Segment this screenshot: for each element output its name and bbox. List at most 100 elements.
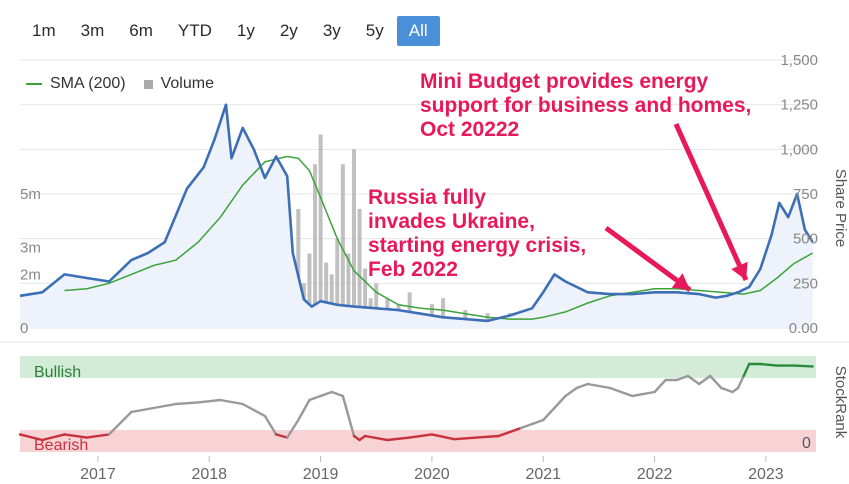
stockrank-segment	[263, 414, 278, 436]
stockrank-segment	[363, 434, 389, 442]
volume-bar	[357, 208, 362, 328]
stockrank-segment	[386, 436, 411, 442]
stockrank-segment	[586, 382, 612, 390]
price-tick-label: 1,500	[780, 52, 818, 69]
stockrank-segment	[720, 386, 734, 394]
stockrank-segment	[575, 382, 589, 390]
stockrank-segment	[742, 362, 751, 378]
stockrank-segment	[564, 386, 578, 398]
x-axis-ticks: 2017 2018 2019 2020 2021 2022 2023	[80, 456, 784, 483]
stockrank-segment	[174, 401, 200, 406]
volume-bar	[340, 164, 345, 328]
volume-bar	[313, 164, 318, 328]
range-button-3y[interactable]: 3y	[322, 21, 341, 40]
range-button-ytd[interactable]: YTD	[177, 21, 212, 40]
arrow-head	[731, 261, 748, 280]
stockrank-segment	[219, 398, 244, 406]
stockrank-line	[18, 362, 814, 442]
volume-legend-label[interactable]: Volume	[160, 75, 214, 92]
stockrank-segment	[274, 433, 289, 439]
range-button-1y[interactable]: 1y	[236, 21, 255, 40]
x-tick-label: 2017	[80, 466, 116, 483]
x-tick-label: 2019	[303, 466, 339, 483]
stockrank-segment	[196, 398, 222, 404]
price-axis-ticks: 0.00 250 500 750 1,000 1,250 1,500	[780, 52, 818, 337]
x-tick-label: 2021	[525, 466, 561, 483]
stockrank-segment	[308, 394, 322, 402]
volume-bar	[346, 253, 351, 328]
price-tick-label: 500	[793, 231, 818, 248]
bearish-band	[20, 430, 816, 452]
range-button-all[interactable]: All	[396, 16, 440, 46]
stockrank-segment	[430, 433, 456, 441]
stockrank-segment	[18, 433, 44, 442]
stockrank-segment	[319, 390, 333, 398]
range-button-1m[interactable]: 1m	[32, 21, 56, 40]
stockrank-segment	[553, 394, 567, 410]
rank-zero-tick: 0	[802, 435, 811, 452]
volume-bar	[407, 292, 412, 328]
stockrank-segment	[542, 406, 556, 422]
annotation-line: support for business and homes,	[420, 94, 752, 117]
stockrank-segment	[631, 390, 656, 398]
volume-axis-ticks: 0 2m 3m 5m	[20, 186, 41, 337]
volume-tick-label: 3m	[20, 240, 41, 257]
stockrank-segment	[285, 418, 300, 439]
arrow-mini-budget	[673, 122, 749, 282]
stockrank-segment	[241, 402, 267, 418]
chart-legend: SMA (200) Volume	[26, 75, 214, 93]
volume-bar	[324, 262, 329, 328]
annotation-arrows	[604, 122, 749, 293]
arrow-ukraine	[604, 225, 692, 293]
sma-line	[64, 155, 814, 320]
stockrank-segment	[686, 374, 701, 386]
volume-bar	[363, 268, 368, 328]
range-selector: 1m 3m 6m YTD 1y 2y 3y 5y All	[20, 16, 441, 50]
stockrank-segment	[63, 433, 88, 439]
stockrank-segment	[152, 402, 178, 410]
range-button-5y[interactable]: 5y	[365, 21, 384, 40]
stockrank-segment	[408, 433, 434, 439]
price-tick-label: 750	[793, 186, 818, 203]
range-button-2y[interactable]: 2y	[279, 21, 298, 40]
price-tick-label: 1,000	[780, 141, 818, 158]
stockrank-segment	[759, 362, 779, 367]
arrow-shaft	[673, 122, 749, 282]
volume-bar	[374, 283, 379, 328]
volume-bar	[351, 149, 356, 328]
price-axis-label: Share Price	[832, 169, 849, 247]
stockrank-segment	[85, 433, 111, 439]
stockrank-segment	[697, 374, 712, 386]
annotation-line: starting energy crisis,	[368, 234, 587, 257]
volume-tick-label: 0	[20, 320, 28, 337]
stockrank-axis-label: StockRank	[832, 366, 849, 439]
price-tick-label: 0.00	[789, 320, 818, 337]
arrow-head	[671, 273, 690, 290]
price-area	[20, 104, 813, 328]
volume-bar	[296, 208, 301, 328]
stockrank-segment	[41, 433, 66, 442]
x-tick-label: 2023	[748, 466, 784, 483]
stockrank-segment	[709, 374, 723, 390]
volume-tick-label: 5m	[20, 186, 41, 203]
sma-legend-label[interactable]: SMA (200)	[50, 75, 126, 92]
x-tick-label: 2018	[191, 466, 227, 483]
stockrank-segment	[452, 436, 478, 441]
range-button-6m[interactable]: 6m	[129, 21, 153, 40]
stockrank-segment	[330, 390, 345, 398]
volume-bar	[335, 238, 340, 328]
stockrank-segment	[653, 378, 667, 394]
annotation-line: Mini Budget provides energy	[420, 70, 709, 93]
annotation-line: Oct 20222	[420, 118, 520, 141]
stockrank-segment	[297, 398, 311, 422]
range-button-3m[interactable]: 3m	[80, 21, 105, 40]
annotation-mini-budget: Mini Budget provides energy support for …	[420, 70, 840, 142]
stockrank-segment	[608, 386, 634, 398]
x-tick-label: 2022	[637, 466, 673, 483]
stockrank-segment	[130, 406, 155, 414]
bullish-label: Bullish	[34, 364, 81, 381]
annotation-ukraine: Russia fully invades Ukraine, starting e…	[368, 186, 618, 282]
stockrank-segment	[792, 364, 814, 368]
annotation-line: Russia fully	[368, 186, 486, 209]
